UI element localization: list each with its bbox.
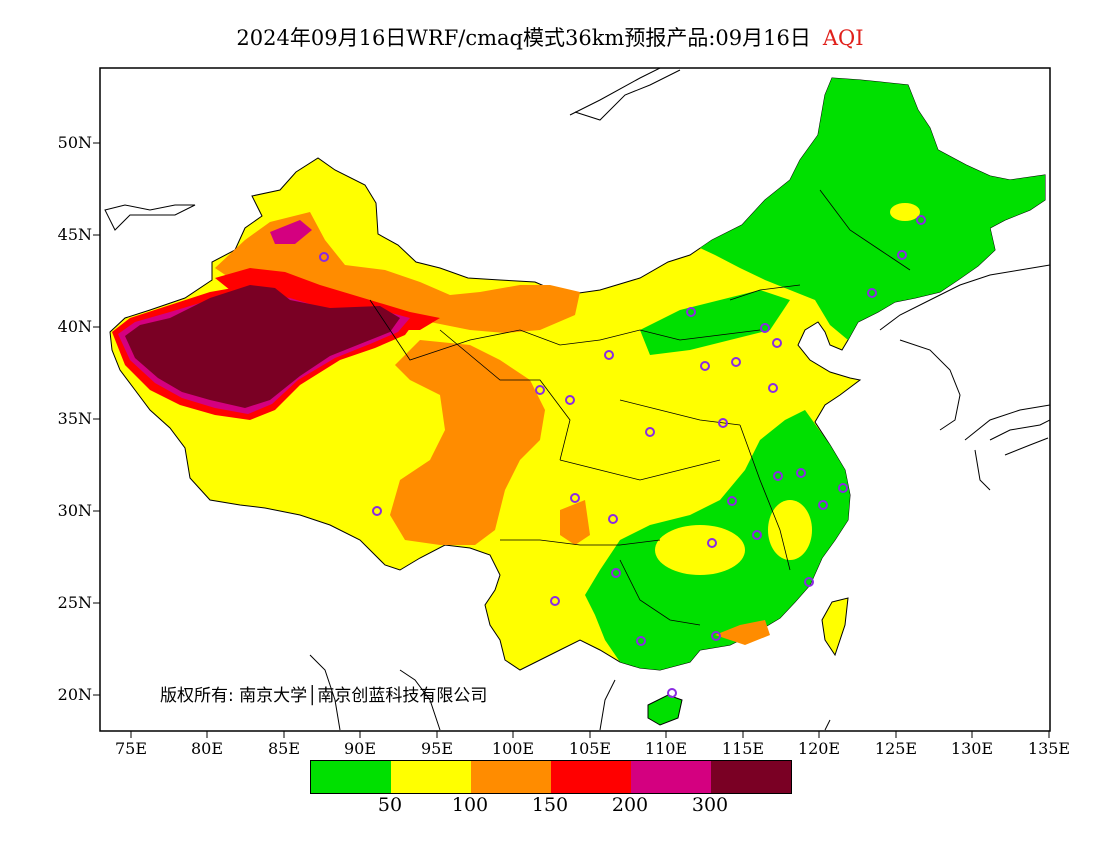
station-marker <box>570 493 580 503</box>
dzungaria-magenta-patch <box>270 220 312 244</box>
station-marker <box>645 427 655 437</box>
station-marker <box>711 631 721 641</box>
lon-label-105e: 105E <box>568 739 612 758</box>
station-marker <box>731 357 741 367</box>
lon-label-115e: 115E <box>721 739 765 758</box>
moderate-patch <box>655 525 745 575</box>
color-legend-bar <box>310 760 792 794</box>
moderate-patch <box>768 500 812 560</box>
station-marker <box>667 688 677 698</box>
station-marker <box>550 596 560 606</box>
legend-label-50: 50 <box>377 794 403 816</box>
station-marker <box>700 361 710 371</box>
lat-label-20n: 20N <box>57 685 92 704</box>
map-frame <box>99 67 1051 732</box>
lon-label-125e: 125E <box>874 739 918 758</box>
station-marker <box>608 514 618 524</box>
station-marker <box>319 252 329 262</box>
lat-label-40n: 40N <box>57 317 92 336</box>
lon-ticks <box>130 731 1050 738</box>
lat-label-25n: 25N <box>57 593 92 612</box>
lon-label-120e: 120E <box>797 739 841 758</box>
station-marker <box>773 471 783 481</box>
station-marker <box>565 395 575 405</box>
lon-label-100e: 100E <box>491 739 535 758</box>
lat-ticks <box>93 142 100 696</box>
taiwan-island <box>821 597 849 657</box>
lon-label-135e: 135E <box>1027 739 1071 758</box>
title-main: 2024年09月16日WRF/cmaq模式36km预报产品:09月16日 <box>236 26 811 50</box>
station-marker <box>535 385 545 395</box>
lon-label-85e: 85E <box>267 739 301 758</box>
northeast-good-region <box>700 78 1045 340</box>
lat-label-45n: 45N <box>57 225 92 244</box>
station-marker <box>372 506 382 516</box>
orange-patch <box>560 500 590 545</box>
legend-swatch-maroon <box>711 761 791 793</box>
station-marker <box>727 496 737 506</box>
legend-label-150: 150 <box>531 794 569 816</box>
station-marker <box>611 568 621 578</box>
station-marker <box>718 418 728 428</box>
lon-label-80e: 80E <box>190 739 224 758</box>
station-marker <box>686 307 696 317</box>
northwest-orange-band <box>215 212 580 333</box>
station-marker <box>804 577 814 587</box>
monitoring-stations <box>319 215 926 698</box>
lat-label-30n: 30N <box>57 501 92 520</box>
lon-label-95e: 95E <box>420 739 454 758</box>
station-marker <box>772 338 782 348</box>
legend-label-200: 200 <box>611 794 649 816</box>
station-marker <box>897 250 907 260</box>
station-marker <box>768 383 778 393</box>
station-marker <box>796 468 806 478</box>
moderate-patch <box>890 203 920 221</box>
copyright-text: 版权所有: 南京大学│南京创蓝科技有限公司 <box>160 686 488 706</box>
station-marker <box>916 215 926 225</box>
lon-label-130e: 130E <box>950 739 994 758</box>
station-marker <box>636 636 646 646</box>
station-marker <box>760 323 770 333</box>
plateau-orange-region <box>390 340 545 545</box>
lat-label-50n: 50N <box>57 133 92 152</box>
station-marker <box>752 530 762 540</box>
station-marker <box>707 538 717 548</box>
neighbor-coastlines <box>104 68 1050 731</box>
title-variable: AQI <box>822 26 864 50</box>
legend-swatch-red <box>551 761 631 793</box>
lat-label-35n: 35N <box>57 409 92 428</box>
legend-label-300: 300 <box>691 794 729 816</box>
hainan-island <box>647 694 683 726</box>
station-marker <box>604 350 614 360</box>
tarim-hazardous-region <box>125 285 400 408</box>
lon-label-110e: 110E <box>644 739 688 758</box>
legend-swatch-moderate <box>391 761 471 793</box>
legend-swatch-orange <box>471 761 551 793</box>
legend-swatch-purple <box>631 761 711 793</box>
legend-swatch-good <box>311 761 391 793</box>
station-marker <box>818 500 828 510</box>
station-marker <box>838 483 848 493</box>
lon-label-75e: 75E <box>114 739 148 758</box>
station-marker <box>867 288 877 298</box>
map-title: 2024年09月16日WRF/cmaq模式36km预报产品:09月16日 AQI <box>0 22 1100 52</box>
orange-patch <box>715 620 770 645</box>
legend-label-100: 100 <box>451 794 489 816</box>
lon-label-90e: 90E <box>343 739 377 758</box>
north-good-strip <box>640 290 790 355</box>
